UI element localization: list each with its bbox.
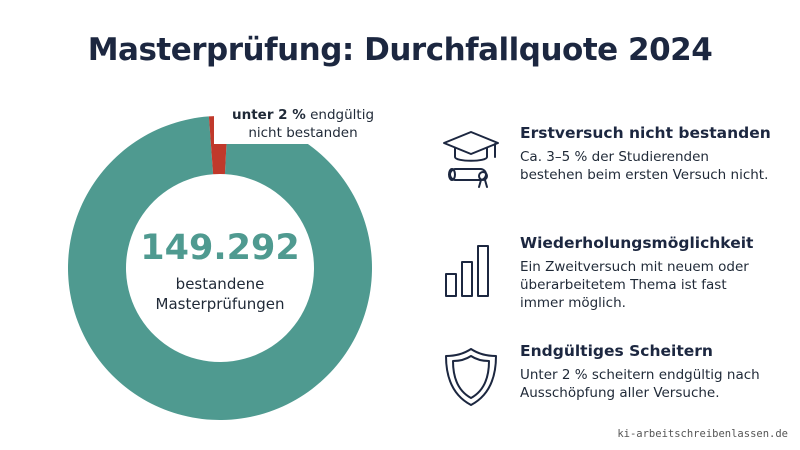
page-title: Masterprüfung: Durchfallquote 2024 [87,32,713,68]
info-text: Ca. 3–5 % der Studierenden bestehen beim… [520,149,769,183]
donut-slice-passed [67,116,373,420]
info-title: Erstversuch nicht bestanden [520,124,771,142]
callout-bold: unter 2 % [231,107,306,123]
info-text: Ein Zweitversuch mit neuem oder überarbe… [520,259,749,311]
info-text: Unter 2 % scheitern endgültig nach Aussc… [520,367,760,401]
graduation-cap-diploma-icon [443,131,499,188]
callout-rest: endgültig [310,107,375,123]
info-title: Endgültiges Scheitern [520,342,713,360]
center-value: 149.292 [140,228,300,268]
center-label: bestandene Masterprüfungen [110,274,330,314]
callout-line2: nicht bestanden [248,125,358,141]
bar-chart-icon [445,245,489,297]
donut-chart [67,116,373,420]
shield-icon [445,348,497,406]
info-title: Wiederholungsmöglichkeit [520,234,754,252]
fail-callout: unter 2 % endgültig nicht bestanden [214,104,392,144]
center-label-line1: bestandene [175,275,265,293]
watermark: ki-arbeitschreibenlassen.de [617,428,788,440]
center-label-line2: Masterprüfungen [155,295,285,313]
